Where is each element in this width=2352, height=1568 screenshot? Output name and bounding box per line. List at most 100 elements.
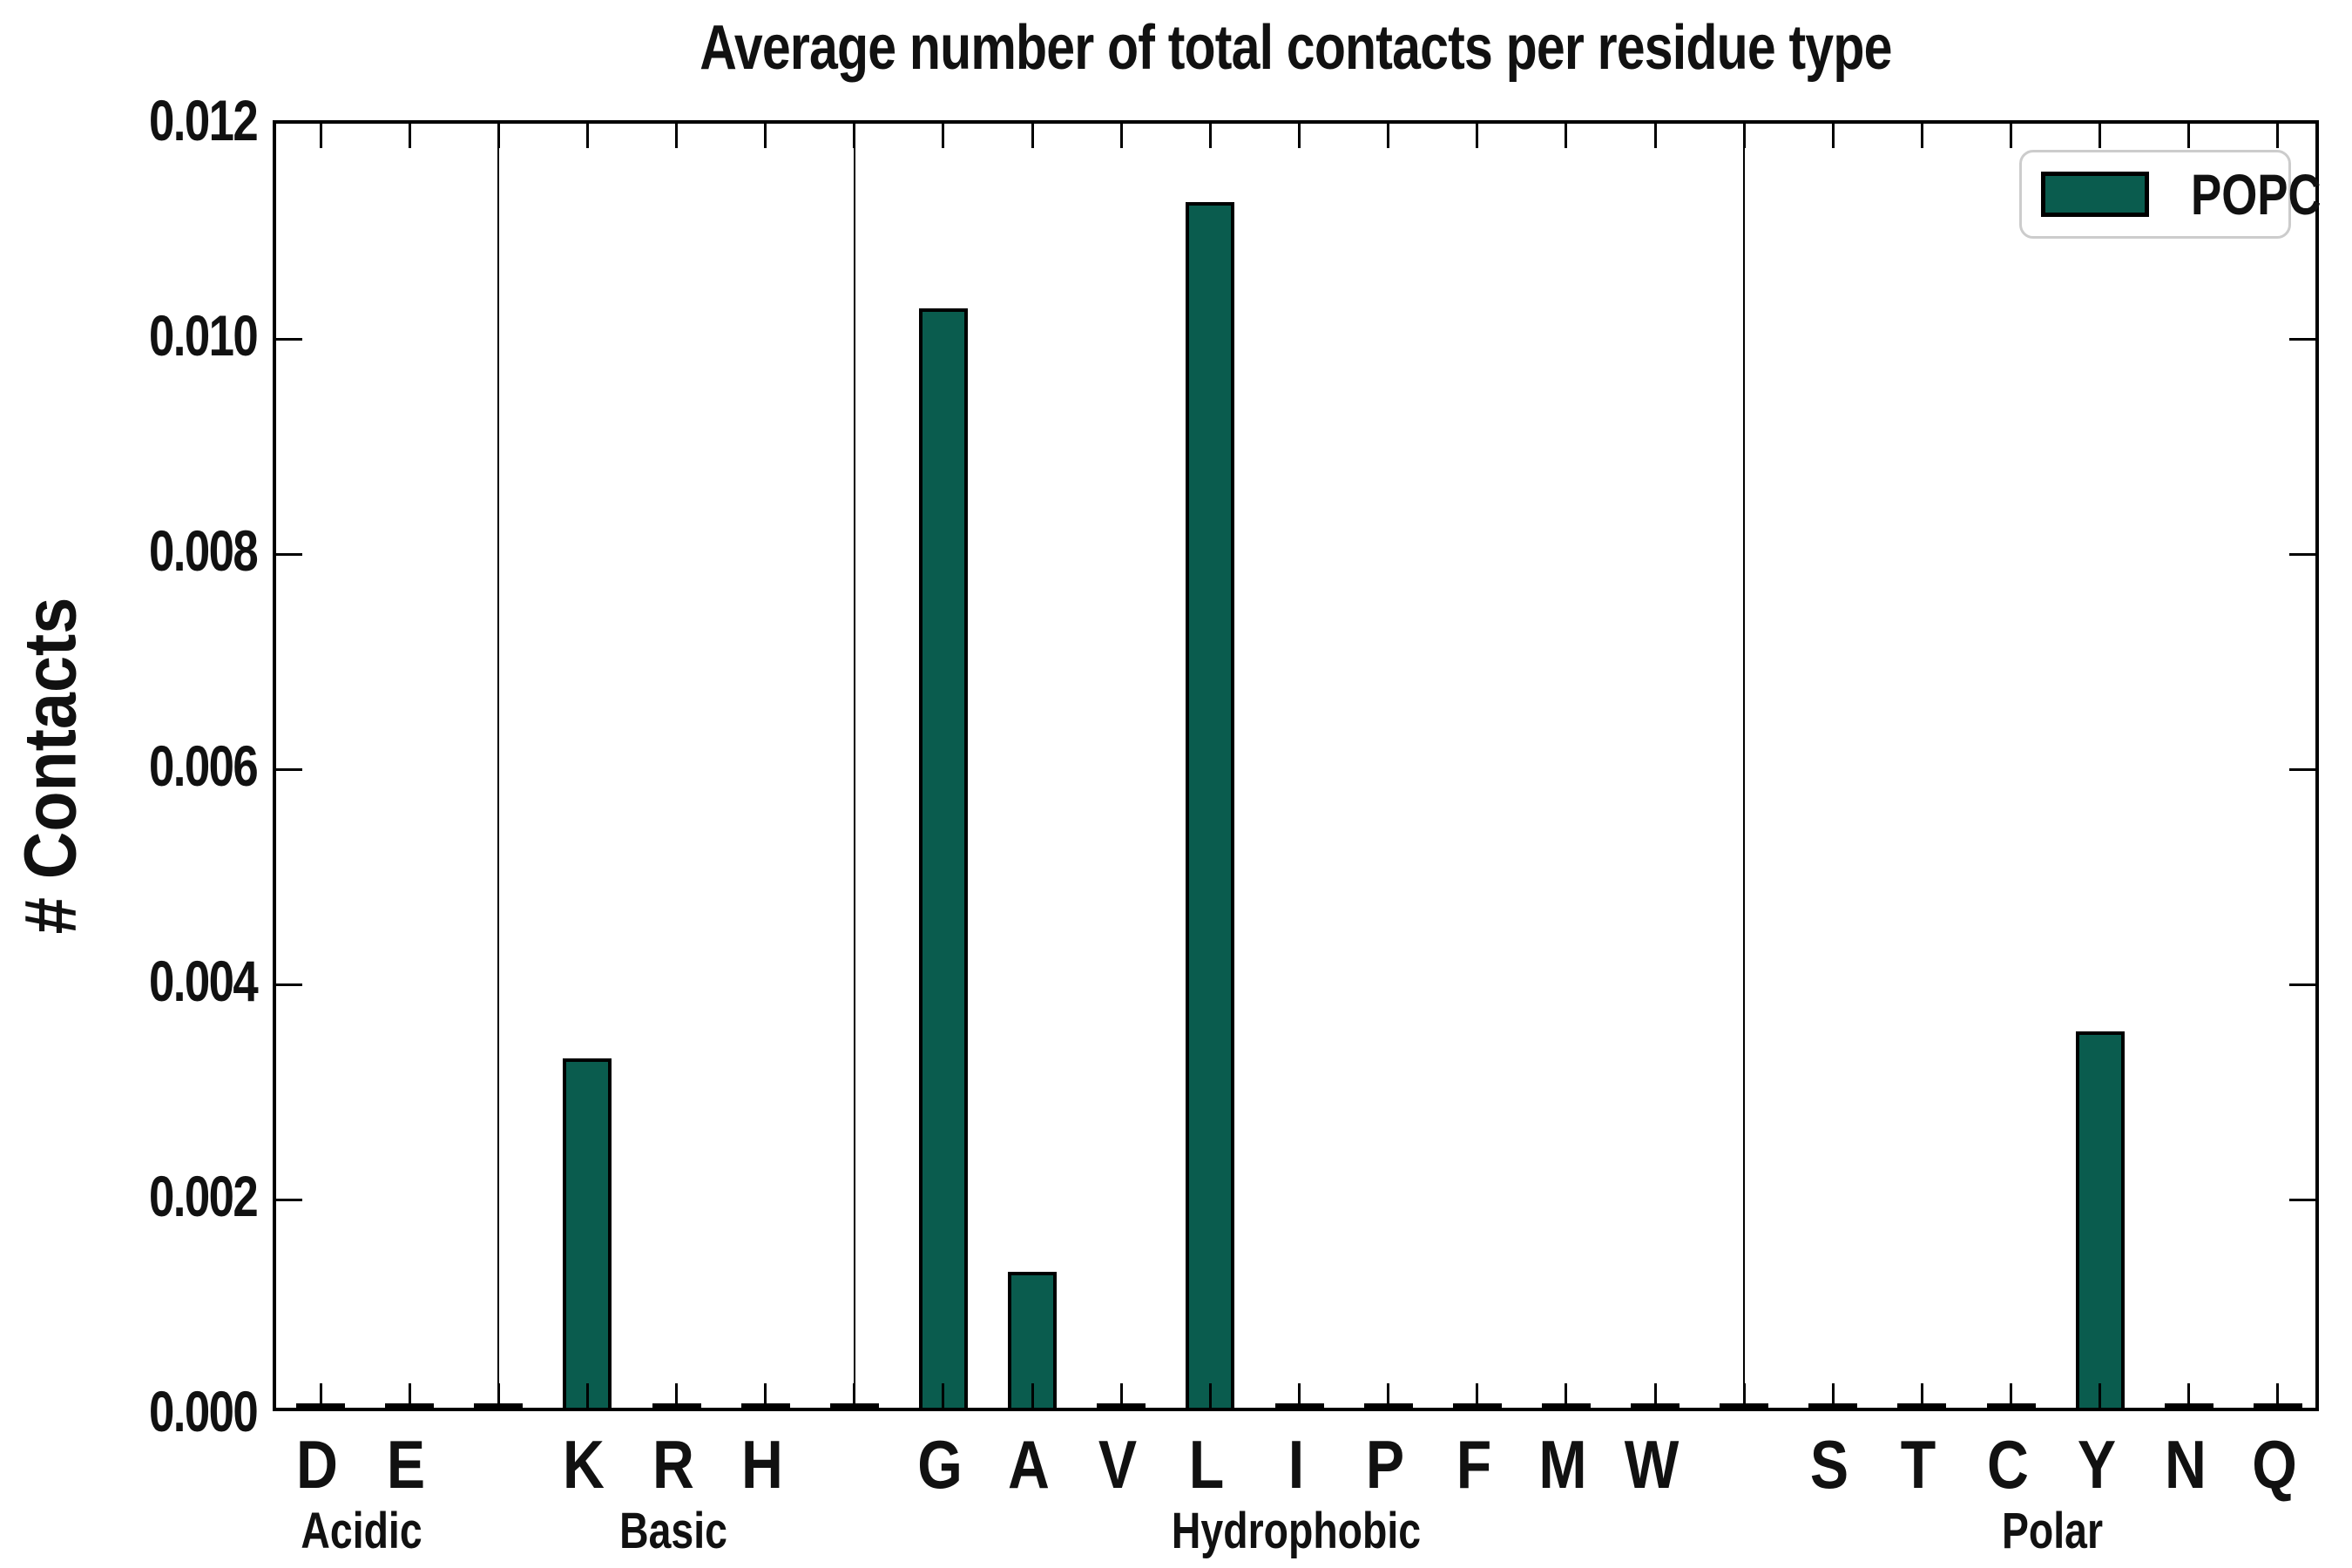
bar-Y [2075, 1031, 2125, 1408]
x-tick-label-R: R [652, 1426, 694, 1503]
x-tick-bottom [585, 1383, 589, 1408]
x-tick-top [2099, 124, 2102, 148]
x-tick-label-D: D [296, 1426, 339, 1503]
x-tick-bottom [2187, 1383, 2191, 1408]
x-tick-label-V: V [1098, 1426, 1138, 1503]
y-tick-right [2289, 983, 2315, 986]
x-tick-top [764, 124, 767, 148]
x-tick-bottom [675, 1383, 679, 1408]
x-tick-bottom [2010, 1383, 2013, 1408]
y-tick-right [2289, 1198, 2315, 1201]
legend: POPC [2019, 150, 2322, 239]
x-tick-label-K: K [563, 1426, 605, 1503]
x-tick-top [1565, 124, 1568, 148]
x-tick-bottom [942, 1383, 945, 1408]
x-tick-bottom [1565, 1383, 1568, 1408]
group-separator-line [853, 124, 855, 1408]
x-tick-top [1653, 124, 1657, 148]
x-tick-label-C: C [1986, 1426, 2029, 1503]
x-tick-top [585, 124, 589, 148]
x-tick-bottom [1298, 1383, 1301, 1408]
x-tick-bottom [408, 1383, 411, 1408]
x-tick-bottom [764, 1383, 767, 1408]
group-separator-line [1743, 124, 1746, 1408]
y-tick-left [276, 337, 302, 341]
y-tick-left [276, 983, 302, 986]
y-tick-right [2289, 337, 2315, 341]
bar-L [1186, 201, 1235, 1408]
legend-label: POPC [2191, 162, 2322, 226]
x-tick-label-I: I [1288, 1426, 1304, 1503]
x-tick-label-Y: Y [2077, 1426, 2116, 1503]
y-tick-right [2289, 767, 2315, 771]
y-tick-label: 0.006 [148, 733, 259, 798]
x-tick-bottom [2276, 1383, 2280, 1408]
x-tick-top [1831, 124, 1835, 148]
x-tick-top [408, 124, 411, 148]
group-label-basic: Basic [618, 1503, 727, 1559]
x-tick-top [1387, 124, 1390, 148]
group-label-acidic: Acidic [301, 1503, 422, 1559]
y-tick-label: 0.004 [148, 949, 259, 1013]
chart-title-text: Average number of total contacts per res… [700, 13, 1892, 83]
y-tick-left [276, 552, 302, 556]
x-tick-bottom [1476, 1383, 1479, 1408]
x-tick-top [1742, 124, 1746, 148]
x-tick-top [942, 124, 945, 148]
x-tick-bottom [319, 1383, 322, 1408]
x-tick-label-A: A [1008, 1426, 1051, 1503]
group-separator-line [497, 124, 500, 1408]
group-label-polar: Polar [2001, 1503, 2103, 1559]
x-tick-top [319, 124, 322, 148]
x-tick-label-G: G [917, 1426, 963, 1503]
y-tick-right [2289, 552, 2315, 556]
x-tick-label-T: T [1901, 1426, 1936, 1503]
x-tick-bottom [1387, 1383, 1390, 1408]
x-tick-top [497, 124, 500, 148]
y-tick-label: 0.012 [148, 88, 259, 152]
x-tick-top [675, 124, 679, 148]
y-tick-left [276, 1198, 302, 1201]
x-tick-label-L: L [1189, 1426, 1225, 1503]
x-tick-top [2010, 124, 2013, 148]
x-tick-label-F: F [1456, 1426, 1492, 1503]
y-tick-label: 0.008 [148, 518, 259, 583]
plot-area [273, 120, 2319, 1411]
y-tick-label: 0.002 [148, 1164, 259, 1228]
x-tick-bottom [1742, 1383, 1746, 1408]
x-tick-top [2276, 124, 2280, 148]
x-tick-bottom [1653, 1383, 1657, 1408]
bar-K [563, 1058, 612, 1408]
x-tick-bottom [1119, 1383, 1123, 1408]
x-tick-top [2187, 124, 2191, 148]
x-tick-bottom [1208, 1383, 1212, 1408]
x-tick-bottom [2099, 1383, 2102, 1408]
x-tick-label-N: N [2164, 1426, 2207, 1503]
x-tick-top [1119, 124, 1123, 148]
y-tick-left [276, 767, 302, 771]
chart-title: Average number of total contacts per res… [273, 12, 2319, 84]
y-tick-label: 0.010 [148, 303, 259, 368]
x-tick-bottom [497, 1383, 500, 1408]
y-tick-label: 0.000 [148, 1379, 259, 1443]
x-tick-top [1031, 124, 1034, 148]
x-tick-label-H: H [740, 1426, 783, 1503]
y-axis-label: # Contacts [9, 597, 91, 935]
x-tick-top [1208, 124, 1212, 148]
x-tick-top [1476, 124, 1479, 148]
x-tick-label-E: E [387, 1426, 426, 1503]
x-tick-label-P: P [1365, 1426, 1404, 1503]
x-tick-label-M: M [1538, 1426, 1587, 1503]
x-tick-top [1920, 124, 1923, 148]
x-tick-bottom [1031, 1383, 1034, 1408]
x-tick-bottom [1831, 1383, 1835, 1408]
x-tick-label-S: S [1810, 1426, 1849, 1503]
x-tick-label-Q: Q [2252, 1426, 2297, 1503]
x-tick-bottom [1920, 1383, 1923, 1408]
x-tick-bottom [853, 1383, 856, 1408]
legend-swatch-popc [2041, 172, 2149, 217]
bar-G [918, 308, 968, 1408]
x-tick-top [853, 124, 856, 148]
group-label-hydrophobic: Hydrophobic [1171, 1503, 1421, 1559]
